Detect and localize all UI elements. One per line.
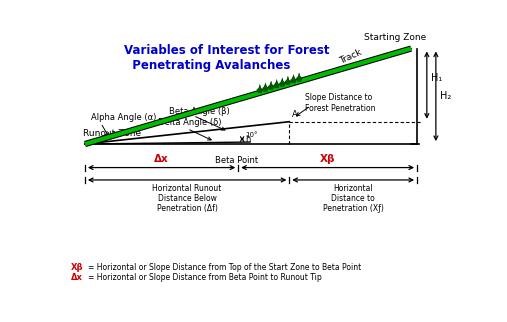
Polygon shape (258, 84, 262, 93)
Polygon shape (291, 77, 297, 80)
Text: Beta Angle (β): Beta Angle (β) (169, 107, 230, 116)
Polygon shape (280, 78, 284, 86)
Polygon shape (280, 79, 285, 85)
Polygon shape (297, 73, 301, 81)
Polygon shape (269, 81, 273, 90)
Text: H₂: H₂ (440, 91, 451, 101)
Text: Slope Distance to
Forest Penetration: Slope Distance to Forest Penetration (305, 93, 376, 113)
Text: = Horizontal or Slope Distance from Top of the Start Zone to Beta Point: = Horizontal or Slope Distance from Top … (88, 263, 361, 272)
Polygon shape (286, 76, 290, 85)
Text: A: A (292, 110, 298, 119)
Polygon shape (291, 76, 296, 81)
Text: Xβ: Xβ (71, 263, 84, 272)
Polygon shape (264, 83, 267, 91)
Text: Beta Point: Beta Point (214, 156, 258, 165)
Polygon shape (275, 80, 279, 88)
Text: Δx: Δx (71, 273, 83, 282)
Text: Xβ: Xβ (320, 154, 335, 164)
Text: Δx: Δx (154, 154, 169, 164)
Polygon shape (269, 82, 274, 88)
Text: Horizontal Runout
Distance Below
Penetration (Δf): Horizontal Runout Distance Below Penetra… (153, 184, 222, 213)
Polygon shape (297, 74, 302, 80)
Polygon shape (279, 80, 285, 83)
Text: = Horizontal or Slope Distance from Beta Point to Runout Tip: = Horizontal or Slope Distance from Beta… (88, 273, 321, 282)
Text: 10°: 10° (245, 132, 258, 138)
Polygon shape (285, 79, 291, 82)
Polygon shape (257, 86, 263, 91)
Polygon shape (285, 78, 291, 83)
Polygon shape (274, 82, 280, 85)
Polygon shape (257, 87, 263, 90)
Text: Delta Angle (δ): Delta Angle (δ) (158, 118, 221, 127)
Polygon shape (268, 84, 274, 87)
Text: Variables of Interest for Forest
  Penetrating Avalanches: Variables of Interest for Forest Penetra… (124, 43, 330, 71)
Polygon shape (262, 86, 269, 88)
Text: Track: Track (338, 48, 363, 66)
Text: Horizontal
Distance to
Penetration (Xƒ): Horizontal Distance to Penetration (Xƒ) (323, 184, 384, 213)
Polygon shape (292, 74, 296, 83)
Text: H₁: H₁ (431, 73, 442, 83)
Text: Starting Zone: Starting Zone (364, 33, 426, 43)
Polygon shape (296, 76, 302, 79)
Polygon shape (274, 81, 279, 87)
Text: Alpha Angle (α): Alpha Angle (α) (91, 113, 156, 122)
Text: h: h (245, 135, 250, 144)
Text: Runout Zone: Runout Zone (83, 129, 141, 138)
Polygon shape (263, 84, 268, 90)
